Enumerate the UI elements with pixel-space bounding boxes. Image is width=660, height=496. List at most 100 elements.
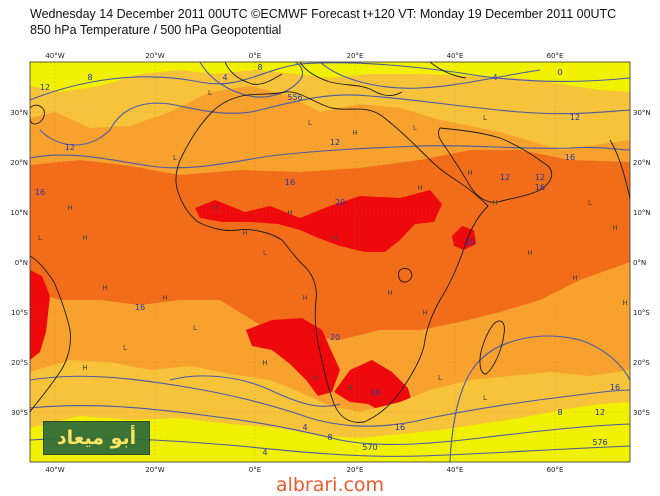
- pressure-center-label: H: [527, 249, 532, 257]
- lat-tick-label-right: 0°N: [633, 259, 646, 267]
- contour-label: 12: [40, 83, 50, 92]
- pressure-center-label: L: [483, 394, 487, 402]
- pressure-center-label: H: [82, 364, 87, 372]
- contour-label: 16: [395, 423, 405, 432]
- contour-label: 20: [465, 238, 475, 247]
- pressure-center-label: H: [417, 184, 422, 192]
- pressure-center-label: L: [123, 344, 127, 352]
- lat-tick-label-right: 30°S: [633, 409, 650, 417]
- lon-tick-label-top: 40°E: [447, 52, 464, 60]
- pressure-center-label: L: [173, 154, 177, 162]
- lon-tick-label-top: 0°E: [249, 52, 261, 60]
- lon-tick-label-bottom: 40°W: [45, 466, 64, 474]
- lon-tick-label-top: 20°E: [347, 52, 364, 60]
- lon-tick-label-top: 60°E: [547, 52, 564, 60]
- pressure-center-label: H: [332, 234, 337, 242]
- contour-label: 8: [87, 73, 92, 82]
- hot-core-angola: [246, 318, 340, 396]
- lat-tick-label-right: 20°N: [633, 159, 651, 167]
- lake-victoria-coast: [398, 267, 413, 283]
- pressure-center-label: H: [262, 359, 267, 367]
- contour-label-layer: 1281216485561216401216121612202016201616…: [35, 63, 620, 457]
- temperature-field: 1281216485561216401216121612202016201616…: [30, 62, 630, 462]
- contour-label: 12: [535, 173, 545, 182]
- watermark-text: albrari.com: [275, 474, 385, 496]
- pressure-center-label: H: [312, 374, 317, 382]
- cool-zone-north: [30, 62, 630, 150]
- pressure-center-label: H: [67, 204, 72, 212]
- contour-label: 8: [257, 63, 262, 72]
- pressure-center-label: H: [622, 299, 627, 307]
- contour-label: 8: [557, 408, 562, 417]
- pressure-center-label: L: [483, 114, 487, 122]
- pressure-center-label: H: [302, 294, 307, 302]
- greenland-iceland-coast: [30, 104, 45, 125]
- pressure-center-label: L: [413, 124, 417, 132]
- contour-label: 4: [222, 73, 227, 82]
- contour-label: 4: [262, 448, 267, 457]
- lat-tick-label-right: 10°S: [633, 309, 650, 317]
- pressure-center-label: H: [82, 234, 87, 242]
- contour-label: 12: [330, 138, 340, 147]
- contour-label: 16: [610, 383, 620, 392]
- contour-label: 4: [302, 423, 307, 432]
- pressure-center-label: L: [588, 199, 592, 207]
- pressure-center-label: L: [438, 374, 442, 382]
- lat-tick-label-left: 10°S: [11, 309, 28, 317]
- south-america-coast: [30, 255, 71, 413]
- header-line-2: 850 hPa Temperature / 500 hPa Geopotenti…: [30, 23, 282, 37]
- contour-label: 12: [500, 173, 510, 182]
- contour-label: 556: [287, 93, 302, 102]
- lon-tick-label-bottom: 40°E: [447, 466, 464, 474]
- pressure-center-label: L: [208, 89, 212, 97]
- lat-tick-label-left: 30°S: [11, 409, 28, 417]
- madagascar-coast: [479, 320, 505, 375]
- contour-label: 16: [535, 183, 545, 192]
- contour-label: 8: [327, 433, 332, 442]
- lat-tick-label-right: 10°N: [633, 209, 651, 217]
- lon-tick-label-bottom: 0°E: [249, 466, 261, 474]
- pressure-center-label: H: [612, 224, 617, 232]
- lat-tick-label-left: 20°S: [11, 359, 28, 367]
- contour-label: 4: [492, 73, 497, 82]
- pressure-center-label: H: [467, 169, 472, 177]
- contour-label: 16: [35, 188, 45, 197]
- pressure-center-label: L: [38, 234, 42, 242]
- contour-label: 576: [592, 438, 607, 447]
- cold-zone-north: [30, 62, 630, 92]
- contour-label: 12: [595, 408, 605, 417]
- hot-core-sahel: [195, 190, 442, 252]
- pressure-center-label: H: [242, 229, 247, 237]
- lat-tick-label-left: 0°N: [15, 259, 28, 267]
- contour-label: 16: [135, 303, 145, 312]
- lon-tick-label-top: 40°W: [45, 52, 64, 60]
- arabia-coast: [437, 127, 553, 203]
- cold-zone-south: [30, 402, 630, 462]
- site-logo: أبو ميعاد: [43, 421, 150, 455]
- pressure-center-label: L: [193, 324, 197, 332]
- pressure-center-label: H: [572, 274, 577, 282]
- pressure-center-label: L: [308, 119, 312, 127]
- contour-label: 570: [362, 443, 377, 452]
- lon-tick-label-bottom: 20°W: [145, 466, 164, 474]
- lat-tick-label-left: 10°N: [10, 209, 28, 217]
- pressure-center-label: H: [102, 284, 107, 292]
- lat-tick-label-right: 20°S: [633, 359, 650, 367]
- pressure-center-label: L: [263, 249, 267, 257]
- india-coast: [609, 139, 630, 201]
- europe-coast: [224, 62, 467, 97]
- pressure-center-label: H: [287, 209, 292, 217]
- lon-tick-label-bottom: 60°E: [547, 466, 564, 474]
- pressure-center-label: H: [422, 309, 427, 317]
- map-frame: [29, 61, 631, 463]
- africa-coast: [175, 91, 489, 423]
- pressure-center-label: H: [347, 384, 352, 392]
- pressure-center-label: H: [387, 289, 392, 297]
- lon-tick-label-bottom: 20°E: [347, 466, 364, 474]
- hot-core-brazil: [30, 270, 50, 360]
- lon-tick-label-top: 20°W: [145, 52, 164, 60]
- pressure-center-label: H: [212, 204, 217, 212]
- coastlines: [30, 62, 630, 423]
- lat-tick-label-left: 30°N: [10, 109, 28, 117]
